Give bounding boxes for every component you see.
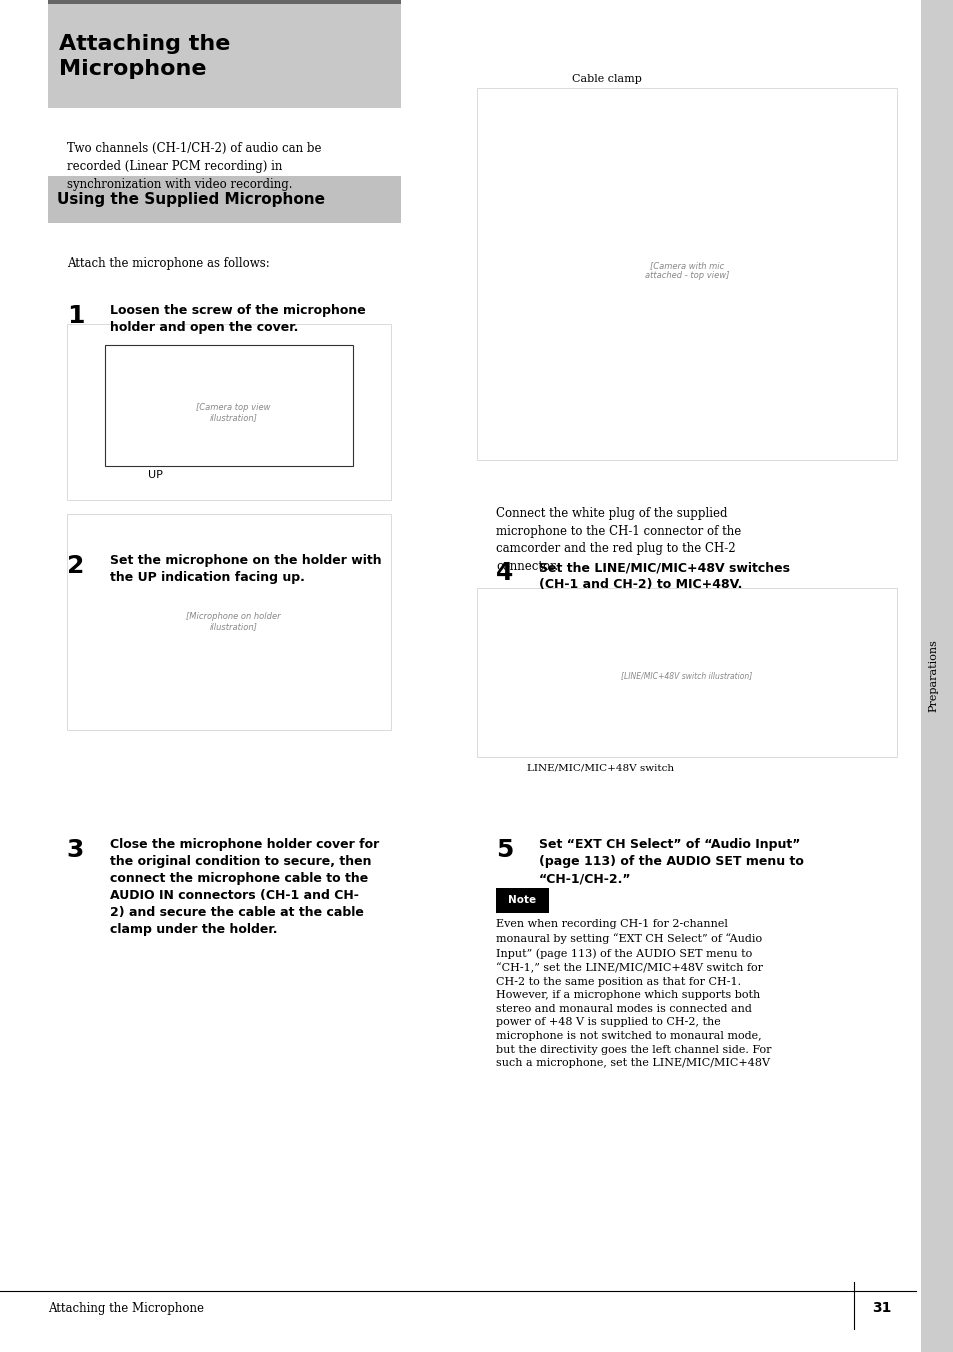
Text: 4: 4 xyxy=(496,561,513,585)
Text: 5: 5 xyxy=(496,838,513,863)
Text: Cable clamp: Cable clamp xyxy=(572,74,641,84)
Bar xyxy=(48,176,400,223)
Bar xyxy=(105,345,353,466)
Bar xyxy=(48,4,400,108)
Text: Set “EXT CH Select” of “Audio Input”
(page 113) of the AUDIO SET menu to
“CH-1/C: Set “EXT CH Select” of “Audio Input” (pa… xyxy=(538,838,803,886)
Text: Attaching the Microphone: Attaching the Microphone xyxy=(48,1302,204,1315)
Text: Connect the white plug of the supplied
microphone to the CH-1 connector of the
c: Connect the white plug of the supplied m… xyxy=(496,507,740,572)
Text: Even when recording CH-1 for 2-channel
monaural by setting “EXT CH Select” of “A: Even when recording CH-1 for 2-channel m… xyxy=(496,919,771,1068)
Text: Attach the microphone as follows:: Attach the microphone as follows: xyxy=(67,257,270,270)
Bar xyxy=(920,0,953,1352)
Text: 3: 3 xyxy=(67,838,84,863)
Text: Close the microphone holder cover for
the original condition to secure, then
con: Close the microphone holder cover for th… xyxy=(110,838,378,936)
Bar xyxy=(48,0,400,4)
Text: LINE/MIC/MIC+48V switch: LINE/MIC/MIC+48V switch xyxy=(527,764,674,773)
Text: [Camera with mic
attached - top view]: [Camera with mic attached - top view] xyxy=(644,261,728,280)
Text: Attaching the
Microphone: Attaching the Microphone xyxy=(59,34,231,78)
Text: Note: Note xyxy=(507,895,536,906)
Bar xyxy=(67,514,391,730)
Text: Using the Supplied Microphone: Using the Supplied Microphone xyxy=(57,192,325,207)
Text: Two channels (CH-1/CH-2) of audio can be
recorded (Linear PCM recording) in
sync: Two channels (CH-1/CH-2) of audio can be… xyxy=(67,142,321,191)
Text: Set the microphone on the holder with
the UP indication facing up.: Set the microphone on the holder with th… xyxy=(110,554,381,584)
Text: Set the LINE/MIC/MIC+48V switches
(CH-1 and CH-2) to MIC+48V.: Set the LINE/MIC/MIC+48V switches (CH-1 … xyxy=(538,561,789,591)
FancyBboxPatch shape xyxy=(67,324,391,500)
Bar xyxy=(476,588,896,757)
Text: [Camera top view
illustration]: [Camera top view illustration] xyxy=(196,403,271,422)
Bar xyxy=(476,88,896,460)
Text: 1: 1 xyxy=(67,304,84,329)
Text: 31: 31 xyxy=(872,1302,891,1315)
Text: [Microphone on holder
illustration]: [Microphone on holder illustration] xyxy=(186,612,281,631)
Bar xyxy=(496,888,548,913)
Text: UP: UP xyxy=(148,470,163,480)
Text: Loosen the screw of the microphone
holder and open the cover.: Loosen the screw of the microphone holde… xyxy=(110,304,365,334)
Text: [LINE/MIC+48V switch illustration]: [LINE/MIC+48V switch illustration] xyxy=(620,672,752,680)
Text: 2: 2 xyxy=(67,554,84,579)
Text: Preparations: Preparations xyxy=(927,639,937,713)
